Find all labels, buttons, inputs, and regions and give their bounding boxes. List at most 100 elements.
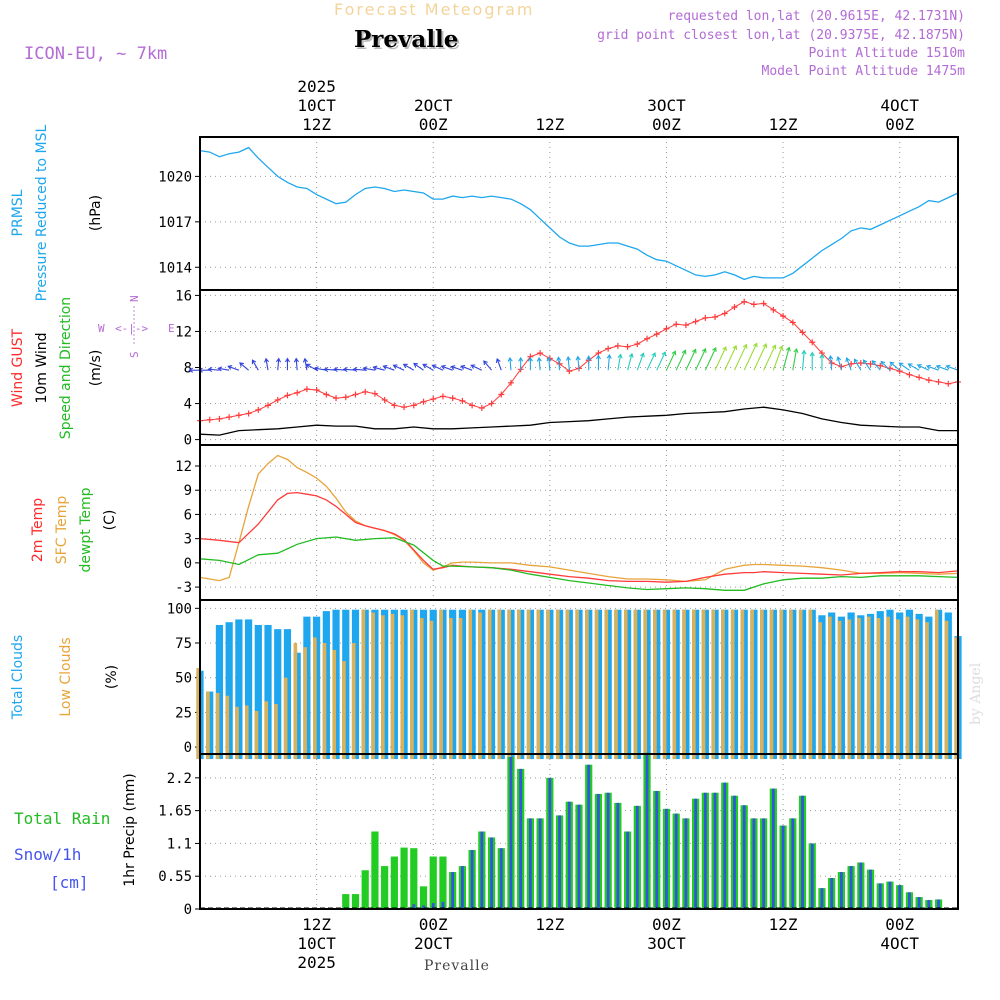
y-tick-label: 100 (167, 601, 192, 617)
snow-bar (752, 818, 756, 909)
low-cloud-bar (633, 609, 638, 760)
wind-arrow-head (392, 364, 398, 369)
low-cloud-bar (487, 609, 492, 760)
model-altitude: Model Point Altitude 1475m (761, 64, 966, 79)
wind-arrow-head (264, 357, 270, 363)
snow-bar (703, 792, 707, 909)
dewpoint-line (199, 536, 959, 591)
snow-bar (567, 801, 571, 909)
total-cloud-bar (905, 609, 914, 760)
snow-bar (917, 897, 921, 909)
gust-marker (245, 410, 252, 417)
gust-marker (274, 396, 281, 403)
y-tick-label: 1.1 (167, 836, 192, 852)
wind-arrow (471, 364, 483, 371)
wind-arrow-head (507, 356, 513, 362)
low-cloud-bar (449, 618, 453, 760)
snow-bar (820, 888, 824, 909)
wind-arrow-head (188, 367, 194, 373)
wind-unit-label: (m/s) (88, 350, 104, 387)
snow-bar (839, 872, 843, 909)
total-cloud-bar (662, 609, 671, 760)
wind-arrow-head (742, 343, 748, 349)
point-altitude: Point Altitude 1510m (808, 46, 965, 61)
wind-arrow (753, 343, 767, 371)
wind-arrow (228, 365, 240, 371)
low-cloud-bar (322, 643, 327, 760)
low-cloud-bar (721, 609, 725, 760)
snow-bar (694, 798, 698, 909)
total-cloud-bar (837, 616, 845, 760)
wind-arrow (871, 360, 881, 371)
wind-arrow (353, 368, 366, 371)
low-cloud-bar (876, 618, 881, 760)
gust-marker (478, 405, 485, 412)
total-cloud-bar (750, 609, 758, 760)
wind-arrow-head (898, 362, 904, 368)
wind-arrow-head (836, 356, 842, 362)
low-cloud-bar (672, 609, 677, 760)
wind-arrow-head (527, 356, 533, 362)
wind-arrow (295, 358, 298, 371)
low-cloud-bar (866, 616, 871, 760)
wind-arrow (460, 365, 473, 371)
low-cloud-bar (371, 612, 375, 760)
wind-arrow-head (681, 349, 687, 355)
low-cloud-bar (847, 619, 852, 760)
snow-legend: Snow/1h (14, 845, 81, 864)
snow-bar (499, 848, 503, 909)
y-tick-label: 0 (184, 740, 192, 756)
y-tick-label: 4 (184, 397, 192, 413)
snow-bar (665, 808, 668, 909)
snow-bar (830, 878, 834, 909)
total-cloud-bar (633, 609, 641, 760)
low-cloud-bar (808, 609, 813, 760)
snow-bar (771, 788, 775, 909)
snow-bar (713, 792, 717, 909)
gust-marker (750, 301, 757, 308)
low-cloud-bar (643, 609, 648, 760)
y-tick-label: 1017 (158, 215, 192, 231)
rain-bar (410, 848, 418, 909)
total-cloud-bar (244, 619, 253, 760)
gust-marker (877, 362, 884, 369)
total-cloud-bar (721, 609, 729, 760)
wind-arrow-head (880, 360, 886, 366)
wind-arrow (252, 359, 259, 371)
gust-marker (265, 402, 272, 409)
top-time-label: 12Z (535, 115, 564, 134)
precip-axis-label: 1hr Precip (mm) (122, 773, 138, 886)
wind-arrow-head (586, 355, 592, 360)
wind-arrow (792, 348, 798, 371)
low-cloud-bar (254, 710, 259, 760)
low-cloud-bar (740, 609, 745, 760)
total-cloud-bar (264, 624, 272, 760)
bottom-time-label: 12Z (535, 915, 564, 934)
low-cloud-bar (896, 619, 900, 760)
wind-arrow-head (305, 363, 311, 369)
y-tick-label: 25 (175, 705, 192, 721)
gust-marker (410, 402, 417, 409)
wind-arrow (373, 366, 385, 371)
snow-bar (577, 804, 581, 909)
snow-bar (762, 818, 766, 909)
snow-bar (733, 795, 736, 909)
wind-arrow-head (926, 364, 932, 370)
wind-arrow (363, 367, 376, 371)
wind-arrow (926, 365, 939, 371)
low-cloud-bar (828, 616, 832, 760)
snow-bar (441, 901, 445, 909)
snow-bar (460, 866, 464, 909)
wind-arrow-head (362, 366, 368, 372)
total-cloud-bar (925, 616, 933, 760)
total-cloud-bar (565, 609, 573, 760)
wind-arrow (846, 357, 852, 371)
low-cloud-bar (497, 609, 502, 760)
gust-marker (702, 314, 709, 321)
low-cloud-bar (857, 618, 861, 760)
low-cloud-bar (546, 609, 550, 760)
y-tick-label: 1014 (158, 260, 192, 276)
low-cloud-bar (429, 620, 434, 760)
snow-bar (908, 892, 911, 909)
wind-arrow (509, 357, 512, 371)
